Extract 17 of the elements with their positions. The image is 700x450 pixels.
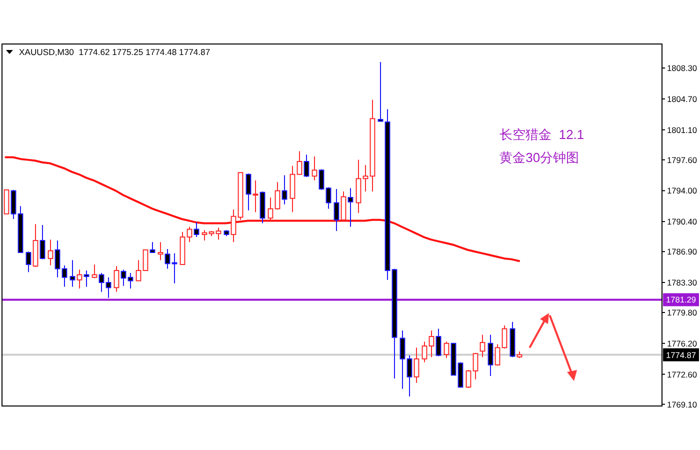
ytick-label: 1779.80 <box>667 308 697 318</box>
ytick-label: 1808.30 <box>667 63 697 74</box>
ytick-label: 1776.20 <box>667 338 697 348</box>
ytick-label: 1804.70 <box>667 94 697 104</box>
ytick-label: 1790.40 <box>667 216 697 227</box>
annotation: 黄金30分钟图 <box>500 150 580 165</box>
ref-label: 1774.87 <box>666 350 696 360</box>
ytick-label: 1797.60 <box>667 154 697 165</box>
ytick-label: 1772.60 <box>667 369 697 380</box>
annotation: 长空猎金 12.1 <box>500 126 584 142</box>
ref-label: 1781.29 <box>666 294 696 305</box>
ytick-label: 1786.90 <box>667 246 697 257</box>
ytick-label: 1769.10 <box>667 399 697 410</box>
ytick-label: 1801.10 <box>667 124 697 135</box>
title: XAUUSD,M30 1774.62 1775.25 1774.48 1774.87 <box>19 47 210 57</box>
ytick-label: 1783.30 <box>667 277 697 288</box>
ytick-label: 1794.00 <box>667 186 697 196</box>
